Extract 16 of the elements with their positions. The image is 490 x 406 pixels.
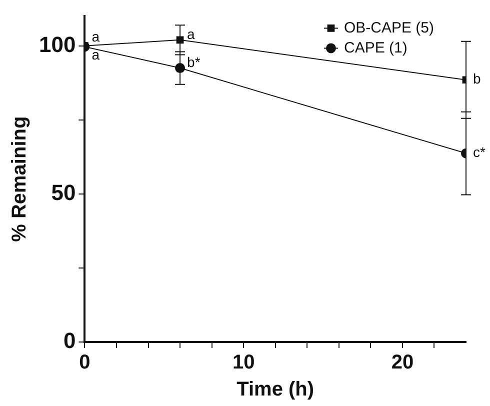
- legend-label: CAPE (1): [344, 39, 408, 56]
- x-axis-title: Time (h): [236, 378, 314, 401]
- annotation: a: [92, 46, 100, 63]
- y-tick-label: 100: [38, 32, 76, 57]
- legend-label: OB-CAPE (5): [344, 19, 434, 36]
- x-tick-label: 10: [232, 352, 255, 374]
- annotation: a: [92, 28, 100, 45]
- y-axis-title: % Remaining: [8, 116, 31, 242]
- annotation: b*: [187, 54, 201, 70]
- annotation: c*: [473, 144, 486, 160]
- y-tick-label: 0: [63, 328, 76, 354]
- x-tick-label: 20: [391, 352, 414, 374]
- annotation: b: [473, 70, 481, 87]
- y-tick-label: 50: [51, 180, 76, 205]
- annotation: a: [187, 26, 196, 42]
- x-tick-label: 0: [79, 352, 90, 374]
